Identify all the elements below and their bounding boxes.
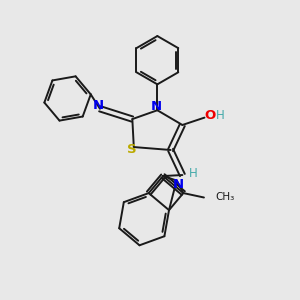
- Text: H: H: [216, 109, 225, 122]
- Text: H: H: [189, 167, 198, 180]
- Text: S: S: [127, 143, 136, 157]
- Text: N: N: [151, 100, 162, 113]
- Text: O: O: [204, 109, 215, 122]
- Text: N: N: [93, 99, 104, 112]
- Text: N: N: [172, 178, 184, 191]
- Text: CH₃: CH₃: [215, 193, 234, 202]
